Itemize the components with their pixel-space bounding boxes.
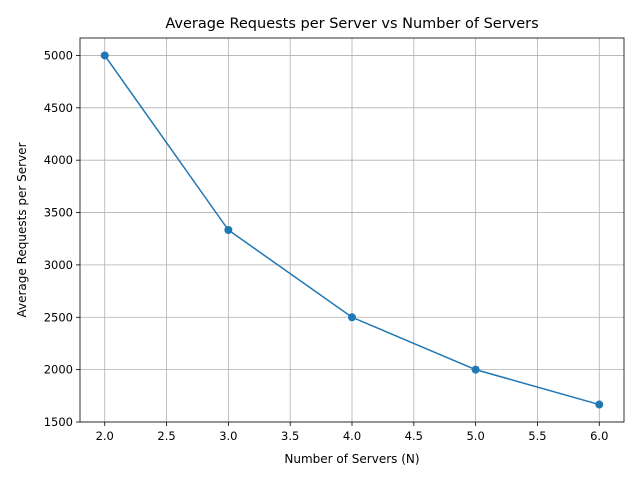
data-point: [224, 226, 233, 235]
y-axis-label: Average Requests per Server: [15, 142, 29, 317]
y-tick-label: 3000: [44, 258, 73, 272]
y-tick-label: 5000: [44, 48, 73, 62]
y-tick-label: 2500: [44, 310, 73, 324]
data-point: [100, 51, 109, 60]
grid: [80, 38, 624, 423]
series: [100, 51, 604, 409]
data-point: [595, 400, 604, 409]
x-tick-label: 5.5: [528, 429, 546, 443]
x-tick-label: 6.0: [590, 429, 608, 443]
y-tick-label: 4000: [44, 153, 73, 167]
axis-ticks: 2.0 2.5 3.0 3.5 4.0 4.5 5.0 5.5 6.0 1500 2000 2500 3…: [44, 48, 609, 443]
x-tick-label: 2.0: [96, 429, 114, 443]
chart-title: Average Requests per Server vs Number of…: [165, 16, 538, 32]
y-tick-label: 3500: [44, 206, 73, 220]
x-tick-label: 3.0: [219, 429, 237, 443]
y-tick-label: 4500: [44, 101, 73, 115]
data-point: [471, 365, 480, 374]
x-tick-label: 4.5: [405, 429, 423, 443]
x-axis-label: Number of Servers (N): [284, 452, 419, 466]
data-point: [348, 313, 356, 322]
y-tick-label: 1500: [44, 415, 73, 429]
x-tick-label: 4.0: [343, 429, 361, 443]
x-tick-label: 5.0: [466, 429, 484, 443]
y-tick-label: 2000: [44, 363, 73, 377]
x-tick-label: 3.5: [281, 429, 299, 443]
x-tick-label: 2.5: [157, 429, 175, 443]
